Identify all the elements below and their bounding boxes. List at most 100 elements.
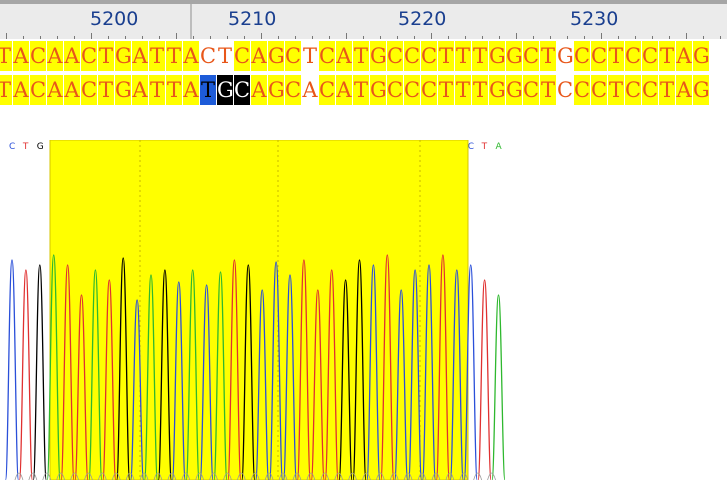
base-cell[interactable]: T: [149, 41, 165, 71]
ruler-tick: [91, 33, 92, 39]
base-cell[interactable]: T: [472, 41, 488, 71]
base-cell[interactable]: A: [336, 41, 352, 71]
trace-noise: [320, 472, 330, 480]
base-cell[interactable]: C: [625, 75, 641, 105]
base-cell[interactable]: G: [370, 75, 387, 105]
base-cell[interactable]: C: [81, 41, 97, 71]
ruler-tick: [244, 36, 245, 39]
trace-peak-C: [366, 264, 381, 480]
base-cell[interactable]: A: [132, 41, 148, 71]
base-cell[interactable]: T: [149, 75, 165, 105]
base-cell[interactable]: T: [540, 75, 556, 105]
base-cell[interactable]: T: [472, 75, 488, 105]
base-cell[interactable]: T: [353, 75, 369, 105]
base-cell[interactable]: C: [523, 75, 539, 105]
base-cell[interactable]: A: [13, 75, 29, 105]
base-cell[interactable]: A: [64, 75, 80, 105]
base-cell[interactable]: T: [455, 75, 471, 105]
base-cell[interactable]: A: [676, 41, 692, 71]
trace-noise: [292, 472, 302, 480]
base-cell[interactable]: T: [659, 41, 675, 71]
mismatch-base-cell[interactable]: T: [217, 41, 233, 71]
base-cell[interactable]: G: [693, 41, 710, 71]
base-cell[interactable]: T: [438, 75, 454, 105]
base-cell[interactable]: C: [387, 75, 403, 105]
trace-peak-C: [199, 284, 214, 480]
base-cell[interactable]: C: [591, 41, 607, 71]
base-cell[interactable]: C: [30, 41, 46, 71]
base-cell[interactable]: C: [642, 75, 658, 105]
base-cell[interactable]: C: [591, 75, 607, 105]
trace-peak-A: [143, 274, 159, 480]
base-cell[interactable]: A: [47, 75, 63, 105]
mismatch-base-cell[interactable]: G: [557, 41, 574, 71]
base-cell[interactable]: A: [183, 75, 199, 105]
base-cell[interactable]: A: [336, 75, 352, 105]
base-cell[interactable]: C: [523, 41, 539, 71]
base-cell[interactable]: C: [319, 75, 335, 105]
base-cell[interactable]: C: [234, 41, 250, 71]
base-cell[interactable]: C: [404, 41, 420, 71]
base-cell[interactable]: G: [489, 75, 506, 105]
base-cell[interactable]: A: [13, 41, 29, 71]
trace-noise: [375, 472, 385, 480]
base-cell[interactable]: T: [166, 41, 182, 71]
base-cell[interactable]: A: [47, 41, 63, 71]
base-cell[interactable]: T: [353, 41, 369, 71]
base-cell[interactable]: T: [98, 41, 114, 71]
base-cell[interactable]: C: [285, 41, 301, 71]
base-cell[interactable]: T: [540, 41, 556, 71]
ruler-divider: [190, 4, 192, 39]
base-cell[interactable]: C: [387, 41, 403, 71]
mismatch-base-cell[interactable]: C: [557, 75, 573, 105]
cursor-base-cell[interactable]: T: [200, 75, 216, 105]
base-cell[interactable]: T: [0, 75, 12, 105]
base-cell[interactable]: G: [268, 41, 285, 71]
base-cell[interactable]: C: [574, 41, 590, 71]
base-cell[interactable]: G: [489, 41, 506, 71]
base-cell[interactable]: T: [98, 75, 114, 105]
trace-noise: [348, 472, 357, 480]
chromatogram-trace[interactable]: [0, 140, 727, 480]
base-cell[interactable]: T: [608, 41, 624, 71]
base-cell[interactable]: G: [370, 41, 387, 71]
ruler-tick: [346, 33, 347, 39]
base-cell[interactable]: A: [183, 41, 199, 71]
base-cell[interactable]: C: [319, 41, 335, 71]
base-cell[interactable]: T: [438, 41, 454, 71]
trace-peak-A: [185, 269, 200, 480]
base-cell[interactable]: C: [404, 75, 420, 105]
base-cell[interactable]: A: [64, 41, 80, 71]
base-cell[interactable]: G: [693, 75, 710, 105]
selected-base-cell[interactable]: C: [234, 75, 250, 105]
base-cell[interactable]: C: [421, 75, 437, 105]
base-cell[interactable]: G: [506, 75, 523, 105]
base-cell[interactable]: A: [251, 41, 267, 71]
trace-noise: [42, 472, 52, 480]
base-cell[interactable]: C: [285, 75, 301, 105]
base-cell[interactable]: A: [251, 75, 267, 105]
base-cell[interactable]: G: [115, 41, 132, 71]
selected-base-cell[interactable]: G: [217, 75, 234, 105]
base-cell[interactable]: T: [0, 41, 12, 71]
base-cell[interactable]: C: [421, 41, 437, 71]
base-cell[interactable]: C: [625, 41, 641, 71]
mismatch-base-cell[interactable]: T: [302, 41, 318, 71]
base-cell[interactable]: G: [268, 75, 285, 105]
base-cell[interactable]: G: [506, 41, 523, 71]
base-cell[interactable]: C: [574, 75, 590, 105]
mismatch-base-cell[interactable]: A: [302, 75, 318, 105]
base-cell[interactable]: C: [30, 75, 46, 105]
base-cell[interactable]: T: [608, 75, 624, 105]
base-cell[interactable]: A: [132, 75, 148, 105]
base-cell[interactable]: G: [115, 75, 132, 105]
base-cell[interactable]: C: [81, 75, 97, 105]
base-cell[interactable]: T: [455, 41, 471, 71]
mismatch-base-cell[interactable]: C: [200, 41, 216, 71]
base-cell[interactable]: T: [659, 75, 675, 105]
base-cell[interactable]: C: [642, 41, 658, 71]
base-cell[interactable]: T: [166, 75, 182, 105]
base-cell[interactable]: A: [676, 75, 692, 105]
